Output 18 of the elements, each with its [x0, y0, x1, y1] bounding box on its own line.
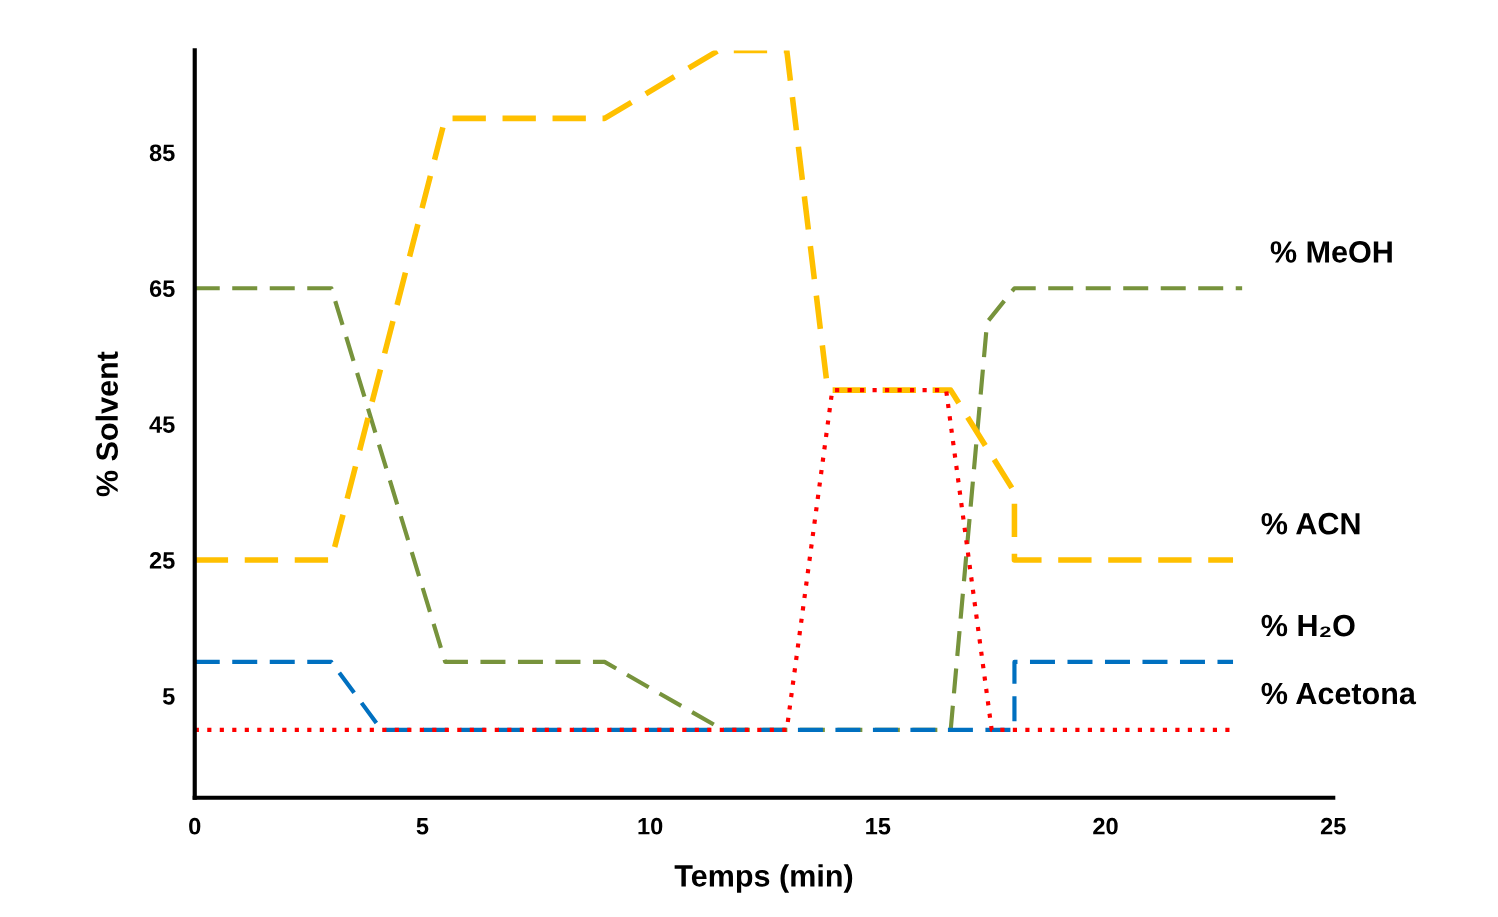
y-tick-label: 5 — [162, 688, 175, 705]
y-axis-title: % Solvent — [95, 351, 118, 497]
series-label: % ACN — [1261, 512, 1360, 535]
series-label: % H₂O — [1261, 614, 1355, 638]
y-tick-label: 65 — [149, 280, 175, 298]
series-label: % Acetona — [1261, 682, 1417, 705]
y-tick-label: 85 — [149, 144, 175, 162]
x-tick-label: 15 — [866, 818, 891, 835]
x-tick-label: 0 — [189, 817, 201, 835]
y-tick-label: 25 — [149, 552, 175, 569]
x-tick-label: 5 — [416, 818, 429, 835]
line-series — [194, 286, 1245, 732]
x-tick-label: 10 — [638, 817, 663, 835]
y-tick-label: 45 — [149, 416, 175, 433]
x-tick-label: 20 — [1093, 817, 1118, 835]
x-axis-title: Temps (min) — [674, 864, 853, 893]
series-label: % MeOH — [1270, 241, 1392, 263]
x-tick-label: 25 — [1320, 817, 1346, 835]
